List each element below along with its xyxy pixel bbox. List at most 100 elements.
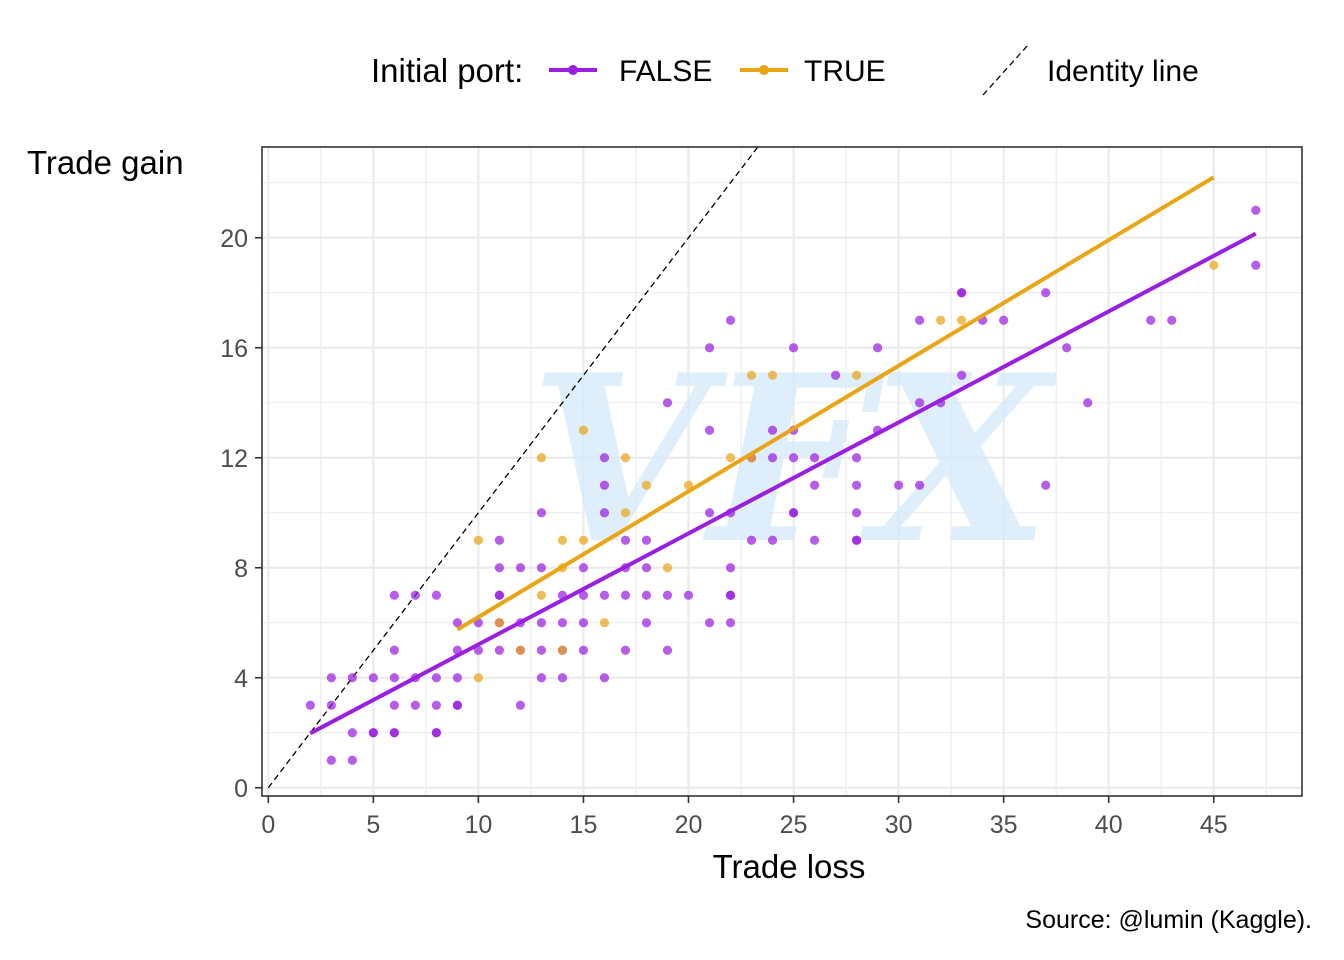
point-false xyxy=(452,673,462,683)
point-true xyxy=(725,453,736,463)
point-false xyxy=(704,508,715,518)
point-false xyxy=(725,618,736,628)
point-false xyxy=(452,700,462,710)
grid xyxy=(262,147,1302,796)
point-false xyxy=(725,563,736,573)
point-false xyxy=(704,425,715,435)
point-true xyxy=(494,618,505,628)
x-tick-label: 30 xyxy=(885,811,913,839)
point-false xyxy=(999,315,1009,325)
point-true xyxy=(936,315,946,325)
legend-key-true-dot xyxy=(759,65,769,75)
point-false xyxy=(767,453,778,463)
point-false xyxy=(1041,480,1051,490)
point-false xyxy=(809,535,820,545)
point-false xyxy=(1041,288,1051,298)
point-false xyxy=(578,618,589,628)
point-false xyxy=(389,700,399,710)
point-false xyxy=(662,398,673,408)
x-tick-label: 0 xyxy=(261,811,275,839)
x-tick-label: 45 xyxy=(1200,811,1228,839)
point-false xyxy=(494,590,505,600)
y-tick-label: 12 xyxy=(220,445,248,473)
point-false xyxy=(809,453,820,463)
point-false xyxy=(620,535,631,545)
point-false xyxy=(894,480,904,490)
point-false xyxy=(431,728,441,738)
point-false xyxy=(389,590,399,600)
point-false xyxy=(725,590,736,600)
point-true xyxy=(1209,260,1219,270)
y-axis-ticks: 0 4 8 12 16 20 xyxy=(220,225,262,803)
point-false xyxy=(1251,205,1261,215)
point-false xyxy=(473,645,484,655)
y-tick-label: 16 xyxy=(220,335,248,363)
point-false xyxy=(662,590,673,600)
point-false xyxy=(578,590,589,600)
point-false xyxy=(557,673,568,683)
point-false xyxy=(515,563,526,573)
point-false xyxy=(788,453,799,463)
panel-border xyxy=(261,146,1303,797)
point-false xyxy=(515,700,526,710)
point-false xyxy=(599,590,610,600)
point-false xyxy=(389,673,399,683)
point-true xyxy=(515,645,526,655)
point-false xyxy=(368,673,378,683)
y-tick-label: 0 xyxy=(234,775,248,803)
point-true xyxy=(557,535,568,545)
x-tick-label: 15 xyxy=(570,811,598,839)
point-false xyxy=(347,755,357,765)
point-true xyxy=(767,370,778,380)
legend-label-identity: Identity line xyxy=(1047,55,1199,88)
point-false xyxy=(851,453,862,463)
point-false xyxy=(851,508,862,518)
point-true xyxy=(683,480,694,490)
point-false xyxy=(326,700,336,710)
point-false xyxy=(578,645,589,655)
point-false xyxy=(704,618,715,628)
point-false xyxy=(767,425,778,435)
point-true xyxy=(473,673,484,683)
point-true xyxy=(473,535,484,545)
point-true xyxy=(620,508,631,518)
point-true xyxy=(851,370,862,380)
x-tick-label: 35 xyxy=(990,811,1018,839)
point-false xyxy=(641,618,652,628)
point-false xyxy=(410,700,420,710)
points-layer xyxy=(305,205,1261,765)
point-false xyxy=(431,673,441,683)
point-false xyxy=(536,645,547,655)
point-true xyxy=(641,480,652,490)
point-false xyxy=(620,590,631,600)
point-true xyxy=(746,370,757,380)
x-tick-label: 10 xyxy=(464,811,492,839)
point-false xyxy=(1251,260,1261,270)
point-false xyxy=(746,535,757,545)
point-false xyxy=(830,370,841,380)
point-false xyxy=(389,645,399,655)
point-false xyxy=(915,480,925,490)
panel-frame xyxy=(261,146,1303,797)
point-true xyxy=(620,453,631,463)
point-false xyxy=(578,563,589,573)
point-false xyxy=(767,535,778,545)
caption: Source: @lumin (Kaggle). xyxy=(1025,906,1312,934)
point-false xyxy=(599,480,610,490)
x-tick-label: 20 xyxy=(675,811,703,839)
point-true xyxy=(557,645,568,655)
point-true xyxy=(662,563,673,573)
point-false xyxy=(851,535,862,545)
point-false xyxy=(1167,315,1177,325)
point-false xyxy=(641,563,652,573)
point-false xyxy=(957,288,967,298)
point-false xyxy=(662,645,673,655)
x-axis-ticks: 0 5 10 15 20 25 30 35 40 45 xyxy=(261,796,1228,839)
point-false xyxy=(326,755,336,765)
point-false xyxy=(431,590,441,600)
point-false xyxy=(725,315,736,325)
point-false xyxy=(347,728,357,738)
point-false xyxy=(494,563,505,573)
point-false xyxy=(788,343,799,353)
